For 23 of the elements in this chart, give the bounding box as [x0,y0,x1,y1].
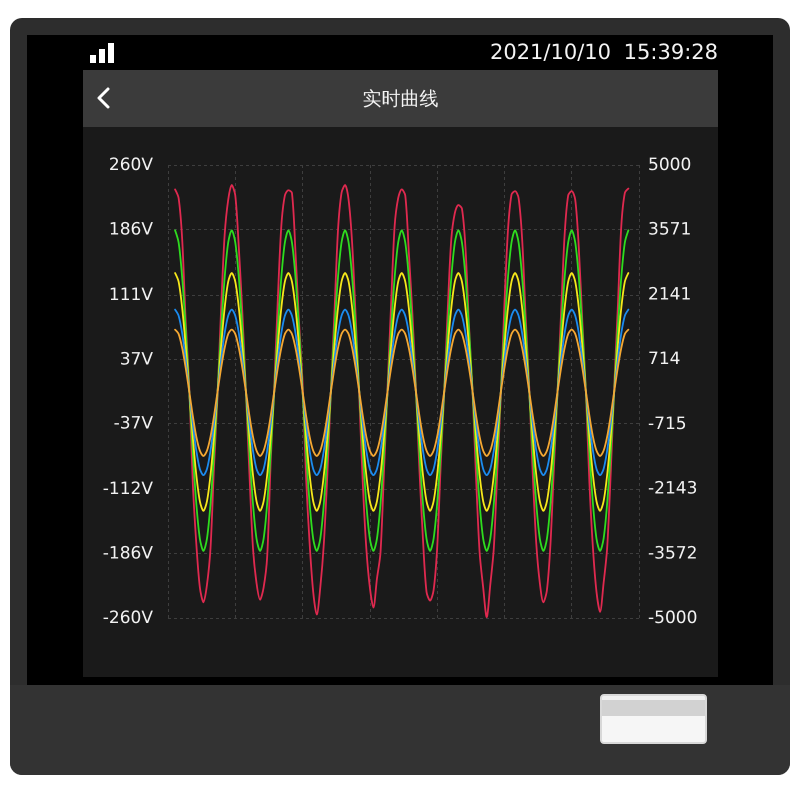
text: 2021/10/10 15:39:28 [490,40,718,64]
y-tick-label: -37V [114,414,154,434]
y-tick-label: 260V [108,155,154,175]
y2-tick-label: -2143 [648,478,698,499]
y-tick-label: 186V [108,219,154,240]
y2-tick-label: -5000 [648,608,698,628]
y2-tick-label: -3572 [648,543,698,564]
y-tick-label: -112V [102,479,154,500]
y2-tick-label: 3571 [648,220,692,240]
line-series [174,229,630,552]
y-tick-label: 111V [108,284,154,305]
line-series [174,328,630,457]
line-series [174,184,630,618]
y2-tick-label: -715 [648,414,687,434]
line-series [174,272,630,512]
line-series [174,308,630,476]
y-tick-label: -186V [102,544,154,564]
chart-title: 实时曲线 [362,87,440,112]
y2-tick-label: 714 [648,349,680,370]
y2-tick-label: 2141 [648,284,692,305]
y-tick-label: 37V [120,349,154,370]
y-tick-label: -260V [102,608,154,628]
y2-tick-label: 5000 [648,155,692,175]
